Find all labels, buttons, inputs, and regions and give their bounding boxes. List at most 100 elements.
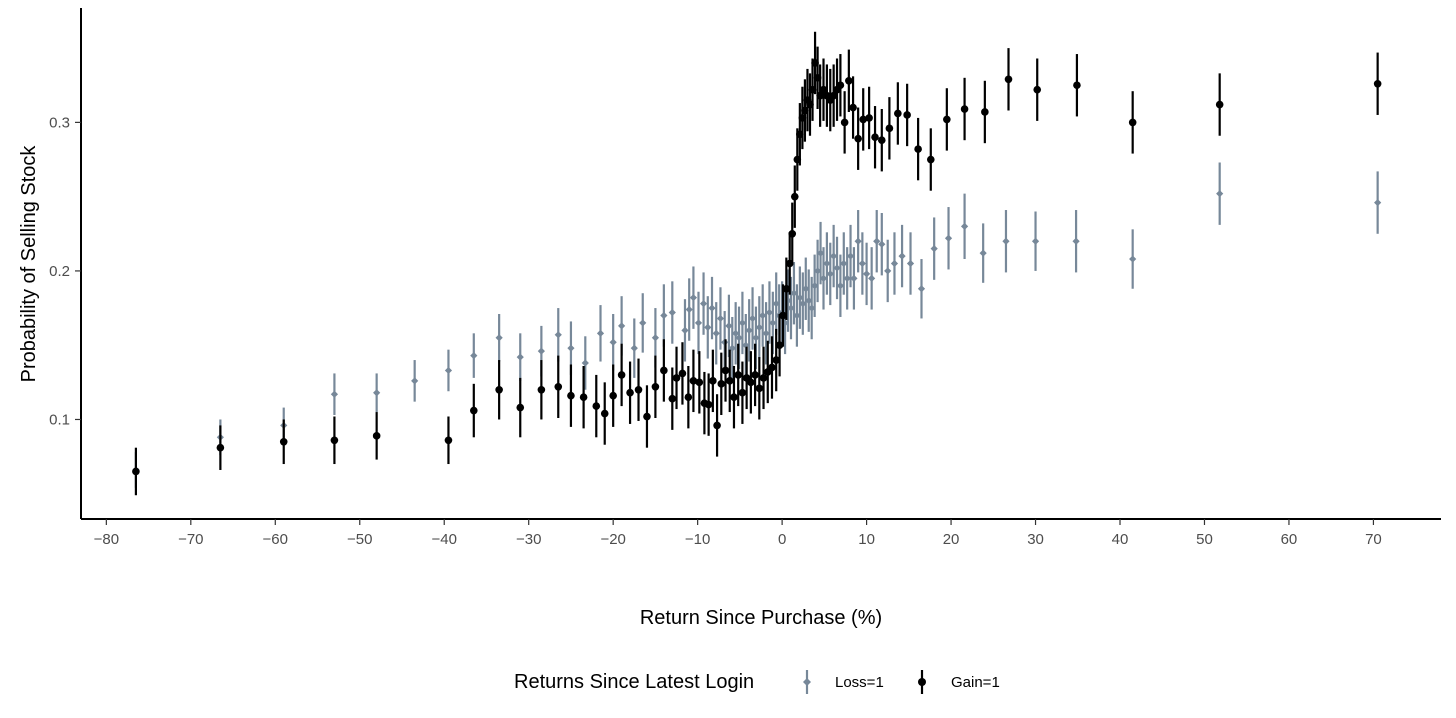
plot-area: −80 −70 −60 −50 −40 −30 −20 −10 0 10 20 30 40 50 60 70 … (49, 8, 1441, 548)
data-point (871, 133, 879, 142)
series-layer (132, 31, 1382, 496)
data-point (877, 136, 886, 145)
data-point (878, 240, 886, 248)
x-tick-label: −40 (432, 531, 457, 548)
data-point (906, 259, 915, 268)
data-point (444, 436, 453, 445)
data-point (685, 305, 693, 314)
data-point (788, 229, 797, 238)
data-point (1216, 190, 1224, 198)
data-point (651, 334, 660, 342)
legend-key-marker (918, 678, 926, 686)
data-point (960, 105, 969, 113)
data-point (859, 115, 868, 124)
data-point (678, 369, 687, 378)
data-point (716, 314, 725, 323)
legend-key-gain (918, 670, 926, 694)
data-point (826, 270, 834, 278)
data-point (537, 347, 545, 355)
data-point (694, 319, 703, 327)
data-point (769, 319, 777, 327)
data-point (917, 285, 926, 293)
data-point (840, 118, 849, 127)
data-point (846, 252, 855, 260)
data-point (823, 259, 831, 268)
data-point (1373, 79, 1382, 88)
data-point (617, 371, 626, 379)
data-point (738, 319, 747, 327)
data-point (805, 297, 813, 305)
data-point (444, 366, 453, 375)
data-point (725, 377, 734, 385)
data-point (885, 124, 894, 133)
data-point (903, 111, 911, 119)
x-tick-label: −60 (263, 531, 288, 548)
data-point (537, 385, 546, 394)
series-loss-1 (132, 162, 1382, 488)
data-point (862, 270, 871, 278)
data-point (790, 192, 799, 201)
data-point (216, 443, 225, 452)
data-point (833, 264, 841, 272)
data-point (712, 329, 720, 337)
legend: Returns Since Latest Login Loss=1 Gain=1 (514, 670, 1000, 694)
data-point (813, 267, 822, 275)
data-point (1004, 75, 1013, 84)
data-point (721, 366, 730, 375)
data-point (495, 334, 503, 342)
data-point (836, 81, 845, 90)
data-point (725, 322, 733, 330)
data-point (808, 304, 816, 312)
data-point (836, 282, 845, 290)
data-point (745, 326, 753, 334)
data-point (894, 109, 902, 118)
data-point (850, 274, 858, 282)
data-point (898, 252, 906, 260)
y-tick-label: 0.3 (49, 114, 70, 131)
data-point (981, 108, 989, 116)
data-point (689, 294, 698, 302)
data-point (868, 274, 876, 282)
data-point (1002, 237, 1010, 245)
data-point (811, 282, 819, 290)
data-point (849, 103, 857, 112)
legend-label-gain: Gain=1 (951, 674, 1000, 691)
data-point (1215, 100, 1224, 109)
data-point (581, 359, 589, 367)
y-tick-label: 0.1 (49, 411, 70, 428)
data-point (132, 467, 140, 476)
data-point (829, 91, 838, 100)
x-tick-label: −70 (178, 531, 203, 548)
data-point (790, 289, 798, 297)
data-point (704, 323, 712, 331)
data-point (751, 371, 759, 379)
data-point (618, 322, 626, 330)
data-point (699, 300, 708, 308)
data-point (516, 403, 525, 412)
data-point (979, 249, 987, 257)
data-point (469, 406, 478, 415)
data-point (660, 311, 668, 320)
data-point (738, 388, 747, 397)
x-axis-title: Return Since Purchase (%) (640, 607, 882, 629)
data-point (802, 285, 810, 293)
legend-key-loss (803, 670, 811, 694)
data-point (411, 377, 419, 385)
data-point (1072, 237, 1080, 245)
data-point (1129, 255, 1137, 263)
data-point (884, 267, 892, 275)
data-point (755, 384, 764, 393)
data-point (684, 393, 693, 401)
data-point (793, 311, 801, 320)
data-point (495, 385, 503, 394)
data-point (819, 274, 828, 282)
data-point (830, 252, 838, 260)
data-point (943, 115, 951, 124)
x-tick-label: −20 (600, 531, 625, 548)
x-tick-label: −50 (347, 531, 372, 548)
data-point (713, 421, 721, 430)
data-point (816, 249, 825, 257)
data-point (630, 344, 638, 352)
data-point (784, 297, 792, 305)
data-point (755, 323, 763, 331)
